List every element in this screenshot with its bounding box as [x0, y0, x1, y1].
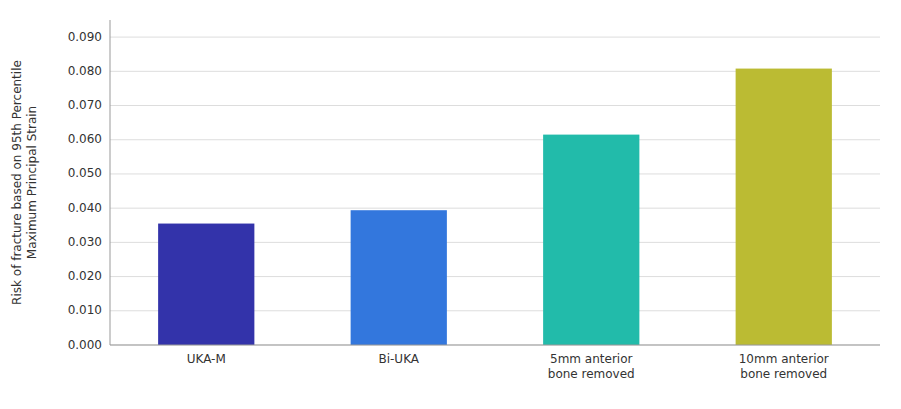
y-tick-label: 0.060	[68, 132, 102, 146]
chart-container: 0.000 0.010 0.020 0.030 0.040 0.050 0.060 0.070…	[0, 0, 901, 409]
y-tick-label: 0.030	[68, 235, 102, 249]
x-tick-label: 5mm anteriorbone removed	[548, 352, 635, 381]
x-tick-label: UKA-M	[187, 352, 226, 366]
y-axis-label: Risk of fracture based on 95th Percentil…	[10, 60, 39, 305]
bar	[736, 69, 832, 345]
y-tick-label: 0.070	[68, 98, 102, 112]
x-ticks: UKA-M Bi-UKA 5mm anteriorbone removed 10mm …	[187, 352, 829, 381]
chart: 0.000 0.010 0.020 0.030 0.040 0.050 0.060 0.070…	[0, 0, 901, 409]
bar	[158, 224, 254, 345]
grid-line	[110, 37, 880, 38]
x-axis-line	[110, 345, 880, 346]
y-axis-line	[110, 20, 111, 345]
bar	[543, 135, 639, 345]
y-tick-label: 0.090	[68, 30, 102, 44]
bars	[158, 69, 832, 345]
y-tick-label: 0.040	[68, 201, 102, 215]
y-tick-label: 0.000	[68, 338, 102, 352]
x-tick-label: Bi-UKA	[378, 352, 419, 366]
grid-line	[110, 345, 880, 346]
y-tick-label: 0.010	[68, 303, 102, 317]
grid	[110, 37, 880, 345]
bar	[351, 210, 447, 345]
y-tick-label: 0.080	[68, 64, 102, 78]
y-tick-label: 0.020	[68, 269, 102, 283]
x-tick-label: 10mm anteriorbone removed	[739, 352, 829, 381]
y-tick-label: 0.050	[68, 166, 102, 180]
y-ticks: 0.000 0.010 0.020 0.030 0.040 0.050 0.060 0.070…	[68, 30, 102, 352]
